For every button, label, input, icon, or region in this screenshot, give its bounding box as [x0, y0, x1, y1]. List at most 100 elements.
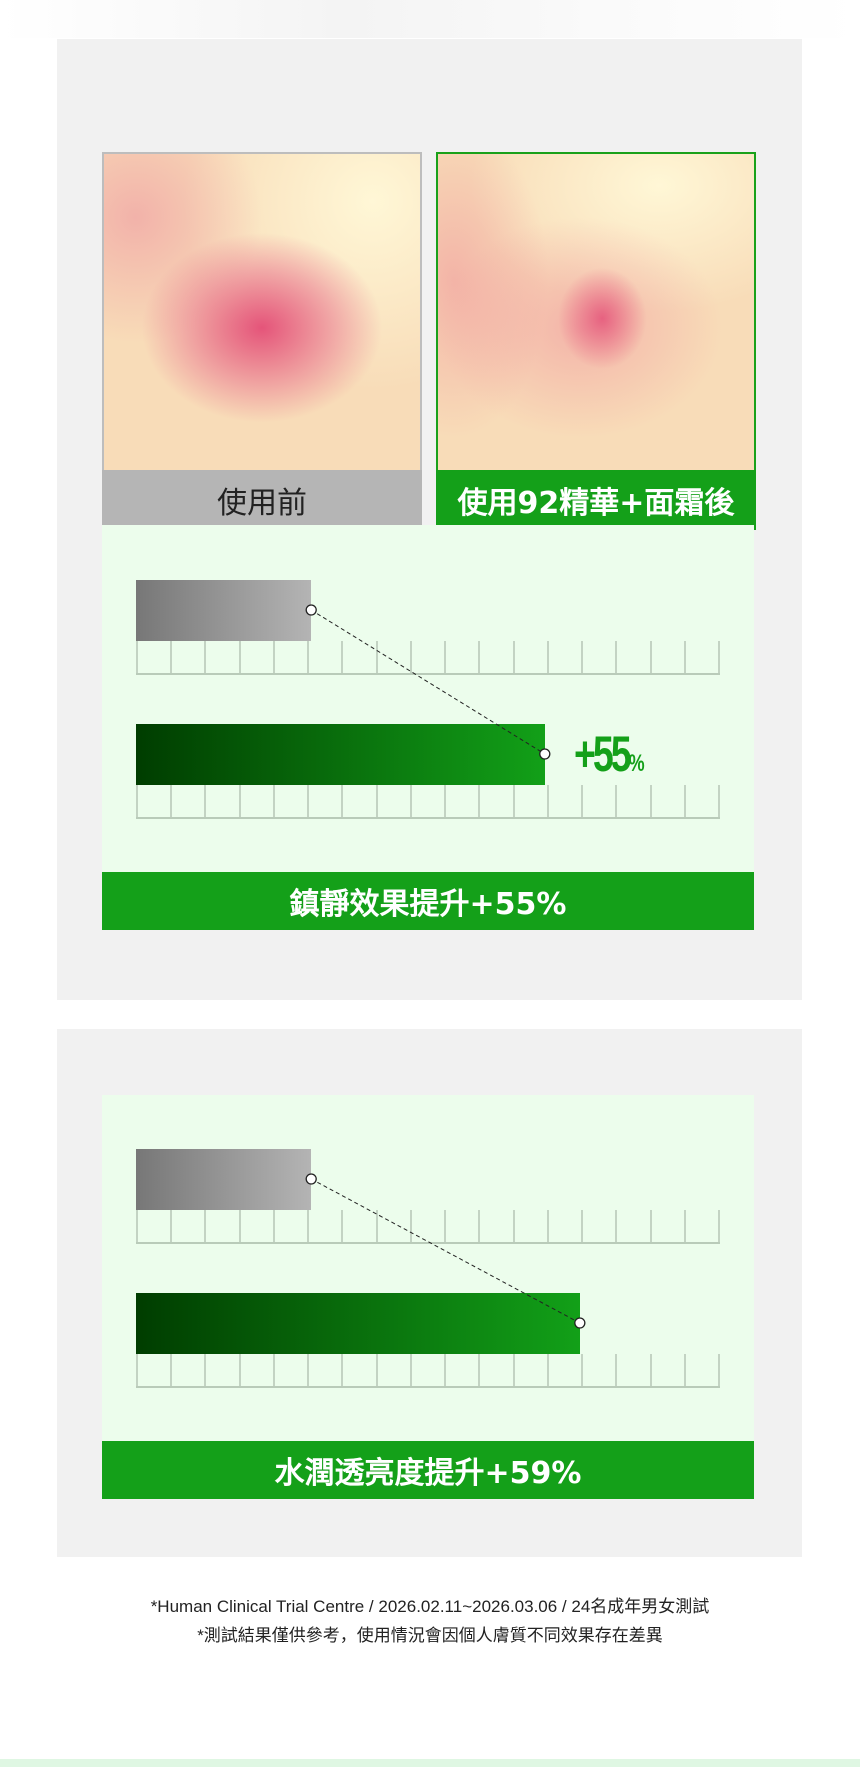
before-label: 使用前: [102, 470, 422, 530]
ruler-tick: [272, 785, 307, 817]
ruler-tick: [478, 1210, 512, 1242]
change-percent: +55%: [574, 725, 645, 783]
footnote: *Human Clinical Trial Centre / 2026.02.1…: [150, 1597, 710, 1616]
after-skin-image: [436, 152, 756, 470]
ruler-tick: [307, 785, 341, 817]
ruler-tick: [136, 1354, 170, 1386]
ruler-tick: [307, 641, 341, 673]
ruler-tick: [444, 1210, 478, 1242]
ruler-tick: [649, 1210, 684, 1242]
ruler-tick: [683, 1354, 720, 1386]
ruler-tick: [683, 785, 720, 817]
ruler-tick: [341, 1354, 375, 1386]
ruler-tick: [581, 1354, 615, 1386]
ruler-tick: [546, 1210, 581, 1242]
ruler-tick: [581, 1210, 615, 1242]
ruler-tick: [238, 1210, 273, 1242]
ruler-tick: [615, 641, 649, 673]
ruler-tick: [375, 1354, 410, 1386]
connector-line: [305, 604, 551, 760]
ruler-tick: [546, 641, 581, 673]
result-banner: 鎮靜效果提升+55%: [102, 872, 754, 930]
ruler-tick: [170, 1210, 204, 1242]
ruler-tick: [649, 641, 684, 673]
ruler-tick: [615, 785, 649, 817]
before-marker: [305, 604, 317, 616]
after-marker: [574, 1317, 586, 1329]
ruler-tick: [341, 641, 375, 673]
ruler-tick: [204, 1210, 238, 1242]
soothing-chart: +55% 鎮靜效果提升+55%: [102, 525, 754, 930]
ruler-tick: [170, 641, 204, 673]
ruler-tick: [204, 785, 238, 817]
ruler-tick: [409, 641, 444, 673]
ruler-tick: [512, 1354, 547, 1386]
ruler-tick: [272, 1354, 307, 1386]
ruler-tick: [238, 1354, 273, 1386]
moisture-chart: 水潤透亮度提升+59%: [102, 1095, 754, 1499]
ruler-tick: [204, 1354, 238, 1386]
ruler-tick: [649, 785, 684, 817]
soothing-panel: 使用前 使用92精華+面霜後 +55% 鎮靜效果提升+55%: [57, 39, 802, 1000]
scale-ruler: [136, 785, 720, 819]
ruler-tick: [136, 785, 170, 817]
after-bar: [136, 1293, 580, 1354]
ruler-tick: [307, 1210, 341, 1242]
after-marker: [539, 748, 551, 760]
dashed-connector: [310, 609, 546, 755]
ruler-tick: [615, 1354, 649, 1386]
ruler-tick: [546, 1354, 581, 1386]
ruler-tick: [546, 785, 581, 817]
ruler-tick: [478, 641, 512, 673]
ruler-tick: [444, 641, 478, 673]
ruler-tick: [307, 1354, 341, 1386]
after-label: 使用92精華+面霜後: [436, 470, 756, 530]
ruler-tick: [478, 785, 512, 817]
scale-ruler: [136, 641, 720, 675]
ruler-tick: [409, 785, 444, 817]
change-value: +55: [574, 726, 632, 782]
footnotes: *Human Clinical Trial Centre / 2026.02.1…: [0, 1592, 860, 1650]
ruler-tick: [409, 1210, 444, 1242]
ruler-tick: [238, 641, 273, 673]
before-bar: [136, 1149, 312, 1210]
ruler-tick: [375, 641, 410, 673]
connector-line: [305, 1173, 586, 1329]
scale-ruler: [136, 1354, 720, 1388]
ruler-tick: [512, 1210, 547, 1242]
top-fade: [0, 0, 860, 38]
ruler-tick: [615, 1210, 649, 1242]
ruler-tick: [341, 1210, 375, 1242]
ruler-tick: [272, 1210, 307, 1242]
ruler-tick: [375, 785, 410, 817]
ruler-tick: [581, 641, 615, 673]
moisture-panel: 水潤透亮度提升+59%: [57, 1029, 802, 1557]
scale-ruler: [136, 1210, 720, 1244]
ruler-tick: [512, 785, 547, 817]
footnote: *測試結果僅供參考，使用情況會因個人膚質不同效果存在差異: [197, 1626, 663, 1645]
ruler-tick: [341, 785, 375, 817]
ruler-tick: [581, 785, 615, 817]
before-bar: [136, 580, 312, 641]
before-marker: [305, 1173, 317, 1185]
after-bar: [136, 724, 545, 785]
ruler-tick: [136, 641, 170, 673]
ruler-tick: [683, 641, 720, 673]
result-banner: 水潤透亮度提升+59%: [102, 1441, 754, 1499]
ruler-tick: [375, 1210, 410, 1242]
ruler-tick: [683, 1210, 720, 1242]
change-unit: %: [628, 750, 645, 777]
ruler-tick: [170, 785, 204, 817]
ruler-tick: [444, 785, 478, 817]
ruler-tick: [204, 641, 238, 673]
ruler-tick: [170, 1354, 204, 1386]
ruler-tick: [478, 1354, 512, 1386]
ruler-tick: [649, 1354, 684, 1386]
before-skin-image: [102, 152, 422, 470]
ruler-tick: [409, 1354, 444, 1386]
ruler-tick: [238, 785, 273, 817]
ruler-tick: [444, 1354, 478, 1386]
ruler-tick: [272, 641, 307, 673]
dashed-connector: [310, 1178, 581, 1324]
ruler-tick: [136, 1210, 170, 1242]
